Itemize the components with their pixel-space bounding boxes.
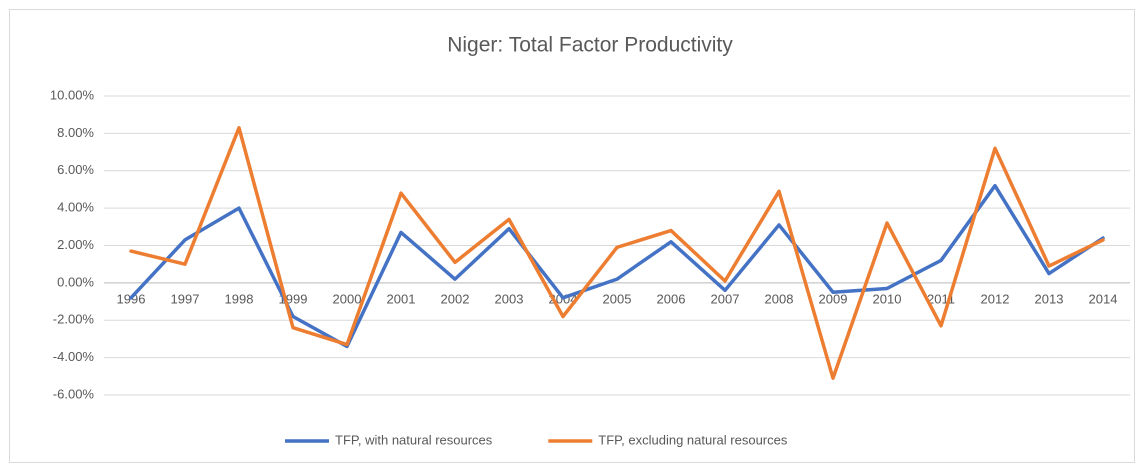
x-tick-label: 1997: [171, 291, 200, 306]
x-tick-label: 2001: [387, 291, 416, 306]
y-tick-label: 2.00%: [57, 237, 94, 252]
x-tick-label: 2000: [333, 291, 362, 306]
x-tick-label: 2014: [1089, 291, 1118, 306]
x-tick-label: 1998: [225, 291, 254, 306]
legend-label: TFP, excluding natural resources: [598, 432, 788, 447]
y-tick-label: 8.00%: [57, 125, 94, 140]
y-tick-label: -6.00%: [53, 386, 95, 401]
y-tick-label: 0.00%: [57, 274, 94, 289]
y-tick-label: 4.00%: [57, 200, 94, 215]
chart-title: Niger: Total Factor Productivity: [447, 34, 733, 57]
y-tick-label: 10.00%: [50, 87, 95, 102]
y-tick-label: -2.00%: [53, 312, 95, 327]
x-tick-label: 2002: [441, 291, 470, 306]
series-line: [129, 126, 1105, 380]
series-line: [129, 183, 1105, 349]
x-tick-label: 2003: [495, 291, 524, 306]
x-tick-label: 2012: [981, 291, 1010, 306]
x-tick-label: 2008: [765, 291, 794, 306]
x-tick-label: 2006: [657, 291, 686, 306]
x-tick-label: 2013: [1035, 291, 1064, 306]
x-tick-label: 2007: [711, 291, 740, 306]
y-tick-label: 6.00%: [57, 162, 94, 177]
y-tick-label: -4.00%: [53, 349, 95, 364]
x-tick-label: 2010: [873, 291, 902, 306]
legend-label: TFP, with natural resources: [335, 432, 493, 447]
x-tick-label: 2009: [819, 291, 848, 306]
x-tick-label: 2005: [603, 291, 632, 306]
